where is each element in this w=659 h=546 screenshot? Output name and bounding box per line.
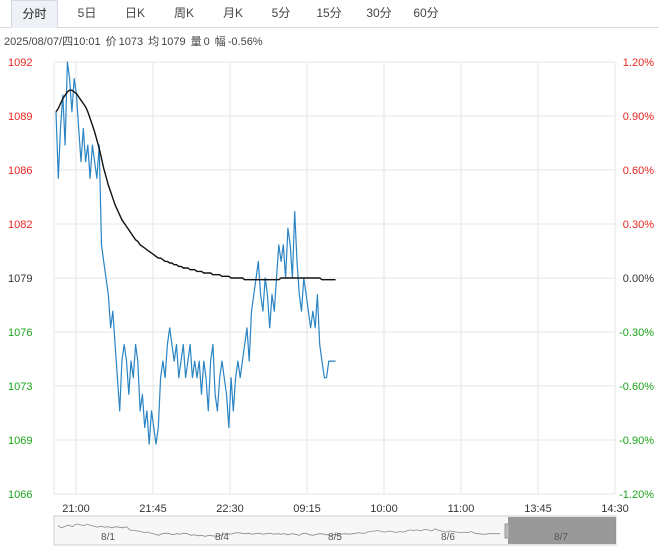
navigator-selection <box>508 517 616 544</box>
y-tick-label-left: 1092 <box>8 57 32 69</box>
y-tick-label-left: 1082 <box>8 219 32 231</box>
x-tick-label: 10:00 <box>370 503 398 515</box>
time-navigator[interactable]: 8/1 8/4 8/5 8/6 8/7 <box>53 515 617 546</box>
y-axis-right: 1.20% 0.90% 0.60% 0.30% 0.00% -0.30% -0.60% -0.… <box>619 57 654 501</box>
x-tick-label: 09:15 <box>293 503 321 515</box>
navigator-date-label: 8/6 <box>441 532 455 543</box>
volume-label: 量 <box>190 36 202 48</box>
tab-5-day[interactable]: 5日 <box>77 6 97 20</box>
y-tick-label-left: 1076 <box>8 327 32 339</box>
y-tick-label-right: 1.20% <box>623 57 654 69</box>
avg-label: 均 <box>148 36 160 48</box>
y-tick-label-left: 1089 <box>8 111 32 123</box>
x-tick-label: 14:30 <box>601 503 629 515</box>
chart-lines <box>55 61 336 445</box>
tab-5-min[interactable]: 5分 <box>271 6 291 20</box>
tab-weekly-k[interactable]: 周K <box>173 6 194 20</box>
y-tick-label-left: 1066 <box>8 489 32 501</box>
y-tick-label-left: 1086 <box>8 165 32 177</box>
x-tick-label: 13:45 <box>524 503 552 515</box>
navigator-date-label: 8/5 <box>328 532 342 543</box>
price-label: 价 <box>105 36 117 48</box>
navigator-handle-left <box>504 523 510 539</box>
price-line <box>55 61 336 445</box>
y-tick-label-right: -0.90% <box>619 435 654 447</box>
tab-15-min[interactable]: 15分 <box>316 6 342 20</box>
tab-intraday[interactable]: 分时 <box>11 0 58 28</box>
y-tick-label-right: 0.90% <box>623 111 654 123</box>
x-axis: 21:00 21:45 22:30 09:15 10:00 11:00 13:45 14:30 <box>62 503 629 515</box>
period-tab-bar: 分时 5日 日K 周K 月K 5分 15分 30分 60分 <box>0 0 659 28</box>
y-tick-label-right: -1.20% <box>619 489 654 501</box>
y-tick-label-left: 1079 <box>8 273 32 285</box>
change-value: -0.56% <box>227 36 263 48</box>
y-tick-label-left: 1073 <box>8 381 32 393</box>
x-tick-label: 21:00 <box>62 503 90 515</box>
navigator-date-label: 8/4 <box>215 532 229 543</box>
chart-grid <box>53 61 616 495</box>
y-tick-label-right: -0.30% <box>619 327 654 339</box>
y-tick-label-right: -0.60% <box>619 381 654 393</box>
navigator-preview-line <box>57 523 500 537</box>
tab-daily-k[interactable]: 日K <box>124 6 145 20</box>
tab-monthly-k[interactable]: 月K <box>222 6 243 20</box>
volume-value: 0 <box>203 36 210 48</box>
navigator-date-label: 8/1 <box>101 532 115 543</box>
quote-datetime: 2025/08/07/四10:01 <box>4 36 101 48</box>
quote-info-bar: 2025/08/07/四10:01 价 1073 均 1079 量 0 幅 -0.56% <box>4 33 268 49</box>
y-tick-label-right: 0.30% <box>623 219 654 231</box>
x-tick-label: 11:00 <box>448 503 475 515</box>
tab-30-min[interactable]: 30分 <box>366 6 392 20</box>
x-tick-label: 22:30 <box>216 503 244 515</box>
change-label: 幅 <box>214 36 226 48</box>
y-tick-label-right: 0.00% <box>623 273 654 285</box>
x-tick-label: 21:45 <box>139 503 167 515</box>
y-axis-left: 1092 1089 1086 1082 1079 1076 1073 1069 1066 <box>8 57 32 501</box>
average-line <box>55 89 336 281</box>
navigator-date-label: 8/7 <box>554 532 568 543</box>
price-value: 1073 <box>118 36 144 48</box>
avg-value: 1079 <box>161 36 186 48</box>
tab-60-min[interactable]: 60分 <box>413 6 439 20</box>
y-tick-label-right: 0.60% <box>623 165 654 177</box>
y-tick-label-left: 1069 <box>8 435 32 447</box>
